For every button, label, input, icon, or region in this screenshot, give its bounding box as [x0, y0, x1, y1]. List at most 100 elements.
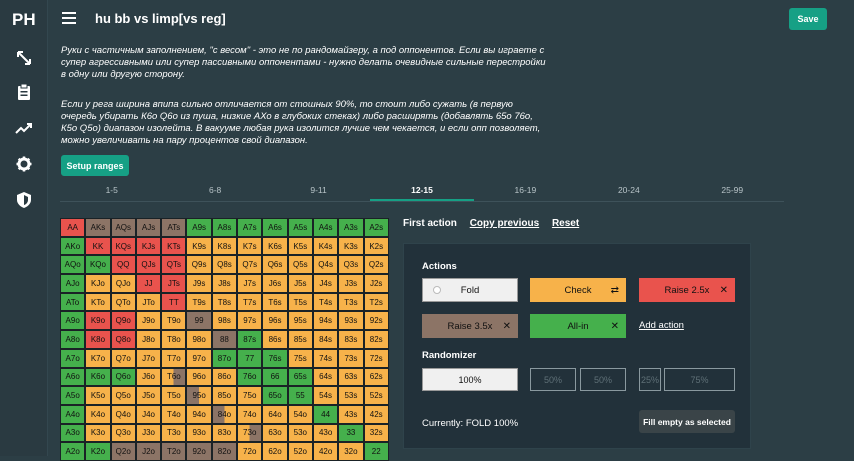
hand-cell[interactable]: 32o	[338, 442, 364, 461]
hand-cell[interactable]: 33	[338, 423, 364, 443]
hand-cell[interactable]: Q2s	[363, 255, 389, 275]
hand-cell[interactable]: 42s	[363, 404, 389, 424]
hand-cell[interactable]: 52s	[363, 386, 389, 405]
tab-1-5[interactable]: 1-5	[105, 185, 118, 195]
hand-cell[interactable]: 53o	[287, 423, 313, 443]
hand-cell[interactable]: ATo	[60, 292, 86, 312]
hand-cell[interactable]: K8s	[211, 236, 238, 256]
copy-previous-link[interactable]: Copy previous	[469, 218, 540, 229]
hand-cell[interactable]: K5o	[85, 386, 111, 405]
hand-cell[interactable]: JJ	[135, 274, 162, 293]
hand-cell[interactable]: 62o	[262, 442, 288, 461]
hand-cell[interactable]: 96o	[186, 367, 212, 387]
tab-9-11[interactable]: 9-11	[310, 185, 327, 195]
hand-cell[interactable]: J6s	[262, 274, 288, 293]
hand-cell[interactable]: 63s	[338, 367, 364, 387]
hand-cell[interactable]: 92o	[186, 442, 212, 461]
hand-cell[interactable]: Q7o	[110, 348, 136, 368]
hand-cell[interactable]: 73o	[237, 423, 263, 443]
hand-cell[interactable]: 72o	[237, 442, 263, 461]
hand-cell[interactable]: T2o	[161, 442, 187, 461]
setup-ranges-button[interactable]: Setup ranges	[61, 155, 129, 176]
hand-cell[interactable]: 53s	[338, 386, 364, 405]
hand-cell[interactable]: 76o	[237, 367, 263, 387]
hand-cell[interactable]: 85o	[211, 386, 238, 405]
hand-cell[interactable]: Q4s	[312, 255, 339, 275]
hand-cell[interactable]: J8s	[211, 274, 238, 293]
hand-cell[interactable]: KK	[85, 236, 111, 256]
hand-cell[interactable]: 22	[363, 442, 389, 461]
hand-cell[interactable]: A7s	[237, 218, 263, 237]
hand-cell[interactable]: JTs	[161, 274, 187, 293]
hand-cell[interactable]: 65o	[262, 386, 288, 405]
hand-cell[interactable]: 63o	[262, 423, 288, 443]
hand-cell[interactable]: 83s	[338, 330, 364, 349]
hand-cell[interactable]: J3o	[135, 423, 162, 443]
hand-cell[interactable]: AA	[60, 218, 86, 237]
reset-link[interactable]: Reset	[551, 218, 580, 229]
hand-cell[interactable]: A6s	[262, 218, 288, 237]
hand-cell[interactable]: A2s	[363, 218, 389, 237]
hand-cell[interactable]: 84s	[312, 330, 339, 349]
hand-cell[interactable]: 94o	[186, 404, 212, 424]
hand-cell[interactable]: AKs	[85, 218, 111, 237]
hand-cell[interactable]: 55	[287, 386, 313, 405]
hand-cell[interactable]: AKo	[60, 236, 86, 256]
hand-cell[interactable]: 32s	[363, 423, 389, 443]
resize-icon[interactable]	[14, 48, 34, 68]
hand-cell[interactable]: KJo	[85, 274, 111, 293]
save-button[interactable]: Save	[789, 8, 827, 30]
hand-cell[interactable]: KTo	[85, 292, 111, 312]
hand-cell[interactable]: K2s	[363, 236, 389, 256]
hand-cell[interactable]: AQs	[110, 218, 136, 237]
chart-trend-icon[interactable]	[14, 118, 34, 138]
randomizer-25-button[interactable]: 25%	[639, 368, 661, 391]
hand-cell[interactable]: A5o	[60, 386, 86, 405]
hand-cell[interactable]: 66	[262, 367, 288, 387]
hand-cell[interactable]: K3o	[85, 423, 111, 443]
raise-2-5x-action-button[interactable]: Raise 2.5x ✕	[639, 278, 735, 302]
hand-cell[interactable]: K5s	[287, 236, 313, 256]
tab-6-8[interactable]: 6-8	[208, 185, 222, 195]
tab-25-99[interactable]: 25-99	[721, 185, 744, 195]
hand-cell[interactable]: 62s	[363, 367, 389, 387]
tab-20-24[interactable]: 20-24	[617, 185, 640, 195]
allin-action-button[interactable]: All-in ✕	[530, 314, 626, 338]
hand-cell[interactable]: A3s	[338, 218, 364, 237]
hand-cell[interactable]: Q3s	[338, 255, 364, 275]
swap-icon[interactable]: ⇄	[610, 284, 619, 296]
close-icon[interactable]: ✕	[719, 284, 728, 296]
hand-cell[interactable]: Q5o	[110, 386, 136, 405]
hand-cell[interactable]: Q3o	[110, 423, 136, 443]
hand-cell[interactable]: Q5s	[287, 255, 313, 275]
hand-cell[interactable]: 42o	[312, 442, 339, 461]
hand-cell[interactable]: 97s	[237, 311, 263, 331]
hand-cell[interactable]: J4o	[135, 404, 162, 424]
hand-cell[interactable]: 98s	[211, 311, 238, 331]
hand-cell[interactable]: QJs	[135, 255, 162, 275]
hand-cell[interactable]: 96s	[262, 311, 288, 331]
hand-cell[interactable]: 93o	[186, 423, 212, 443]
randomizer-75-button[interactable]: 75%	[664, 368, 735, 391]
hand-cell[interactable]: 85s	[287, 330, 313, 349]
hand-cell[interactable]: A4s	[312, 218, 339, 237]
hand-cell[interactable]: T4s	[312, 292, 339, 312]
hand-cell[interactable]: KTs	[161, 236, 187, 256]
hand-cell[interactable]: T2s	[363, 292, 389, 312]
hand-cell[interactable]: 75o	[237, 386, 263, 405]
hand-cell[interactable]: T9s	[186, 292, 212, 312]
hand-cell[interactable]: T7s	[237, 292, 263, 312]
hand-cell[interactable]: J9s	[186, 274, 212, 293]
hand-cell[interactable]: T5o	[161, 386, 187, 405]
hand-cell[interactable]: 82s	[363, 330, 389, 349]
hand-cell[interactable]: 73s	[338, 348, 364, 368]
hand-cell[interactable]: 95o	[186, 386, 212, 405]
hand-cell[interactable]: T5s	[287, 292, 313, 312]
hand-cell[interactable]: Q2o	[110, 442, 136, 461]
hand-cell[interactable]: 99	[186, 311, 212, 331]
hand-cell[interactable]: 97o	[186, 348, 212, 368]
hand-cell[interactable]: 74s	[312, 348, 339, 368]
hand-cell[interactable]: K6o	[85, 367, 111, 387]
hand-cell[interactable]: A6o	[60, 367, 86, 387]
hand-cell[interactable]: KJs	[135, 236, 162, 256]
